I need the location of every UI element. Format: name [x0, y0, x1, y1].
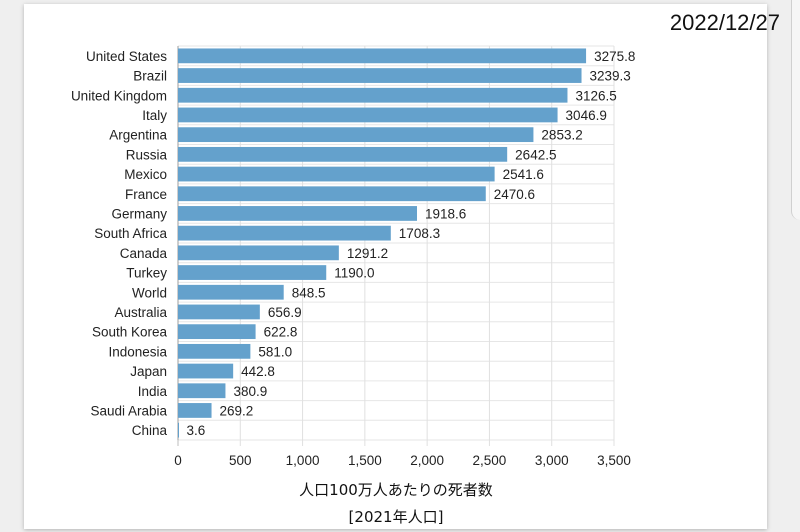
value-label: 1918.6: [425, 206, 466, 221]
value-label: 3275.8: [594, 49, 635, 64]
bar: [178, 343, 251, 359]
x-tick-label: 1,000: [286, 453, 320, 468]
category-labels: United States Brazil United Kingdom Italy Ar…: [71, 49, 168, 438]
value-label: 3046.9: [566, 108, 607, 123]
value-label: 2541.6: [503, 167, 544, 182]
category-label: South Korea: [92, 325, 168, 340]
x-tick-label: 2,000: [410, 453, 444, 468]
bar: [178, 127, 534, 143]
bar: [178, 166, 495, 182]
bars: [178, 48, 587, 438]
x-axis-subtitle: [2021年人口]: [349, 508, 444, 526]
category-label: Russia: [126, 147, 168, 162]
x-tick-labels: 0 500 1,000 1,500 2,000 2,500 3,000 3,500: [174, 453, 631, 468]
value-label: 3.6: [186, 423, 205, 438]
value-label: 2642.5: [515, 147, 556, 162]
category-label: United Kingdom: [71, 88, 167, 103]
category-label: Australia: [114, 305, 167, 320]
bar: [178, 107, 558, 123]
category-label: Indonesia: [108, 344, 167, 359]
bar: [178, 363, 234, 379]
category-label: World: [132, 285, 167, 300]
x-tick-label: 1,500: [348, 453, 382, 468]
value-label: 581.0: [258, 344, 292, 359]
category-label: Argentina: [109, 128, 167, 143]
value-label: 1291.2: [347, 246, 388, 261]
category-label: South Africa: [94, 226, 167, 241]
category-label: China: [132, 423, 168, 438]
value-label: 3239.3: [590, 69, 631, 84]
value-label: 1190.0: [334, 266, 374, 281]
bar: [178, 225, 391, 241]
category-label: Germany: [111, 206, 167, 221]
value-label: 2853.2: [541, 128, 582, 143]
value-label: 380.9: [233, 384, 267, 399]
category-label: United States: [86, 49, 167, 64]
x-tick-label: 0: [174, 453, 182, 468]
x-axis-title: 人口100万人あたりの死者数: [299, 481, 493, 499]
x-tick-label: 3,000: [535, 453, 569, 468]
value-label: 656.9: [268, 305, 302, 320]
value-label: 2470.6: [494, 187, 535, 202]
category-label: France: [125, 187, 167, 202]
bar: [178, 403, 212, 418]
bar: [178, 265, 327, 280]
category-label: Saudi Arabia: [90, 403, 167, 418]
bar: [178, 206, 418, 221]
value-label: 1708.3: [399, 226, 440, 241]
value-label: 442.8: [241, 364, 275, 379]
value-label: 848.5: [292, 285, 326, 300]
value-labels: 3275.8 3239.3 3126.5 3046.9 2853.2 2642.5 2541…: [186, 49, 635, 438]
bar: [178, 324, 256, 340]
bar: [178, 422, 179, 438]
category-label: Turkey: [126, 266, 167, 281]
bar: [178, 245, 339, 261]
bar: [178, 68, 582, 83]
category-label: Canada: [120, 246, 168, 261]
bar: [178, 146, 508, 162]
bar: [178, 87, 568, 103]
x-tick-label: 3,500: [597, 453, 631, 468]
category-label: Italy: [142, 108, 167, 123]
scrollbar-edge: [791, 0, 800, 220]
category-label: Japan: [130, 364, 167, 379]
value-label: 3126.5: [575, 88, 616, 103]
category-label: Mexico: [124, 167, 167, 182]
bar: [178, 186, 486, 202]
date-label: 2022/12/27: [669, 10, 780, 35]
value-label: 622.8: [264, 325, 298, 340]
category-label: India: [138, 384, 168, 399]
bar: [178, 284, 284, 300]
bar: [178, 304, 260, 320]
bar: [178, 48, 587, 64]
bar: [178, 383, 226, 399]
x-tick-label: 500: [229, 453, 252, 468]
value-label: 269.2: [220, 403, 254, 418]
category-label: Brazil: [133, 69, 167, 84]
x-tick-label: 2,500: [473, 453, 507, 468]
